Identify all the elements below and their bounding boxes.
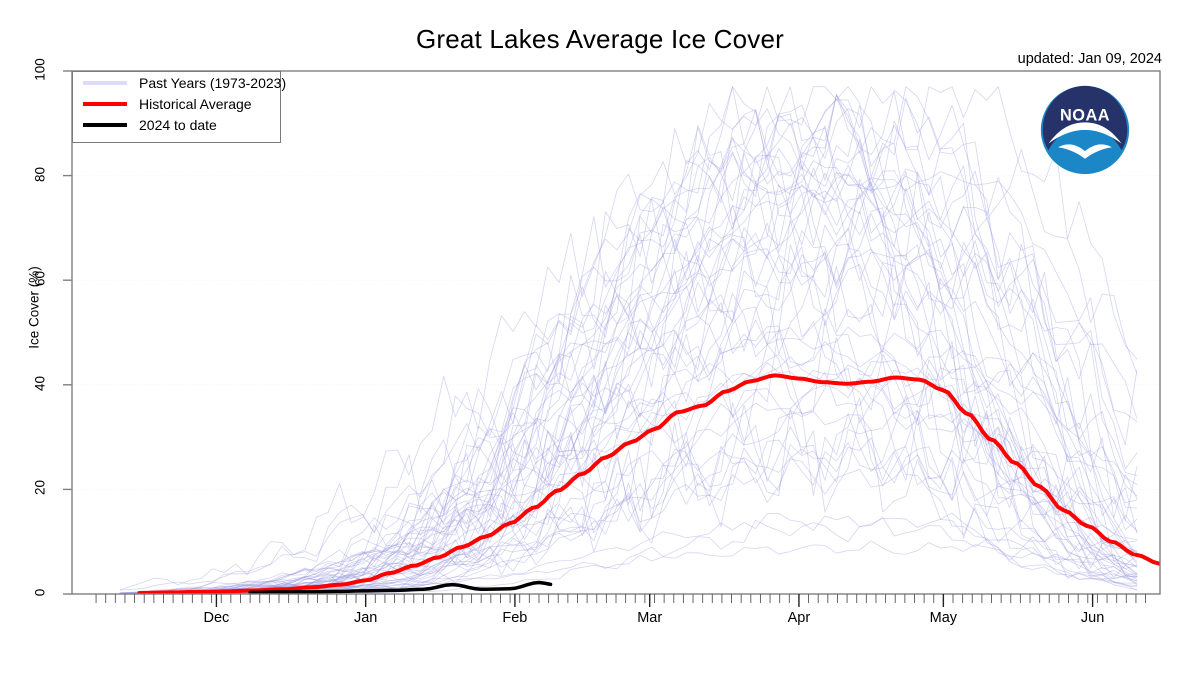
legend-label-past-years: Past Years (1973-2023) [139,74,287,91]
x-tick-label: Apr [787,610,811,626]
y-tick-label: 40 [32,375,48,391]
legend-label-current-year: 2024 to date [139,116,217,133]
historical-average-line [137,373,1160,594]
legend-swatch-historical-average [83,101,127,106]
x-tick-label: May [929,610,958,626]
legend-swatch-past-years [83,80,127,85]
x-axis-minor-ticks [95,594,1147,603]
x-tick-label: Dec [203,610,230,626]
x-tick-label: Feb [502,610,528,626]
updated-timestamp: updated: Jan 09, 2024 [1017,51,1162,67]
legend-item-current-year: 2024 to date [73,114,280,135]
y-axis-ticks [63,70,72,595]
legend-item-historical-average: Historical Average [73,93,280,114]
legend-swatch-current-year [83,122,127,127]
x-tick-label: Jun [1080,610,1105,626]
noaa-logo: NOAA [1040,85,1130,175]
y-tick-label: 20 [32,480,48,496]
y-tick-label: 80 [32,166,48,182]
chart-legend[interactable]: Past Years (1973-2023) Historical Averag… [72,71,286,143]
current-year-line [248,580,553,594]
page-title: Great Lakes Average Ice Cover [415,24,785,54]
legend-label-historical-average: Historical Average [139,95,252,112]
noaa-logo-text: NOAA [1060,106,1110,124]
x-tick-label: Mar [637,610,663,626]
x-axis-major-ticks [215,594,1094,607]
plot-background [72,71,1160,594]
y-tick-label: 100 [32,58,48,81]
legend-item-past-years: Past Years (1973-2023) [73,72,286,93]
y-tick-label: 0 [32,588,48,597]
y-tick-label: 60 [32,271,48,287]
x-tick-label: Jan [353,610,378,626]
